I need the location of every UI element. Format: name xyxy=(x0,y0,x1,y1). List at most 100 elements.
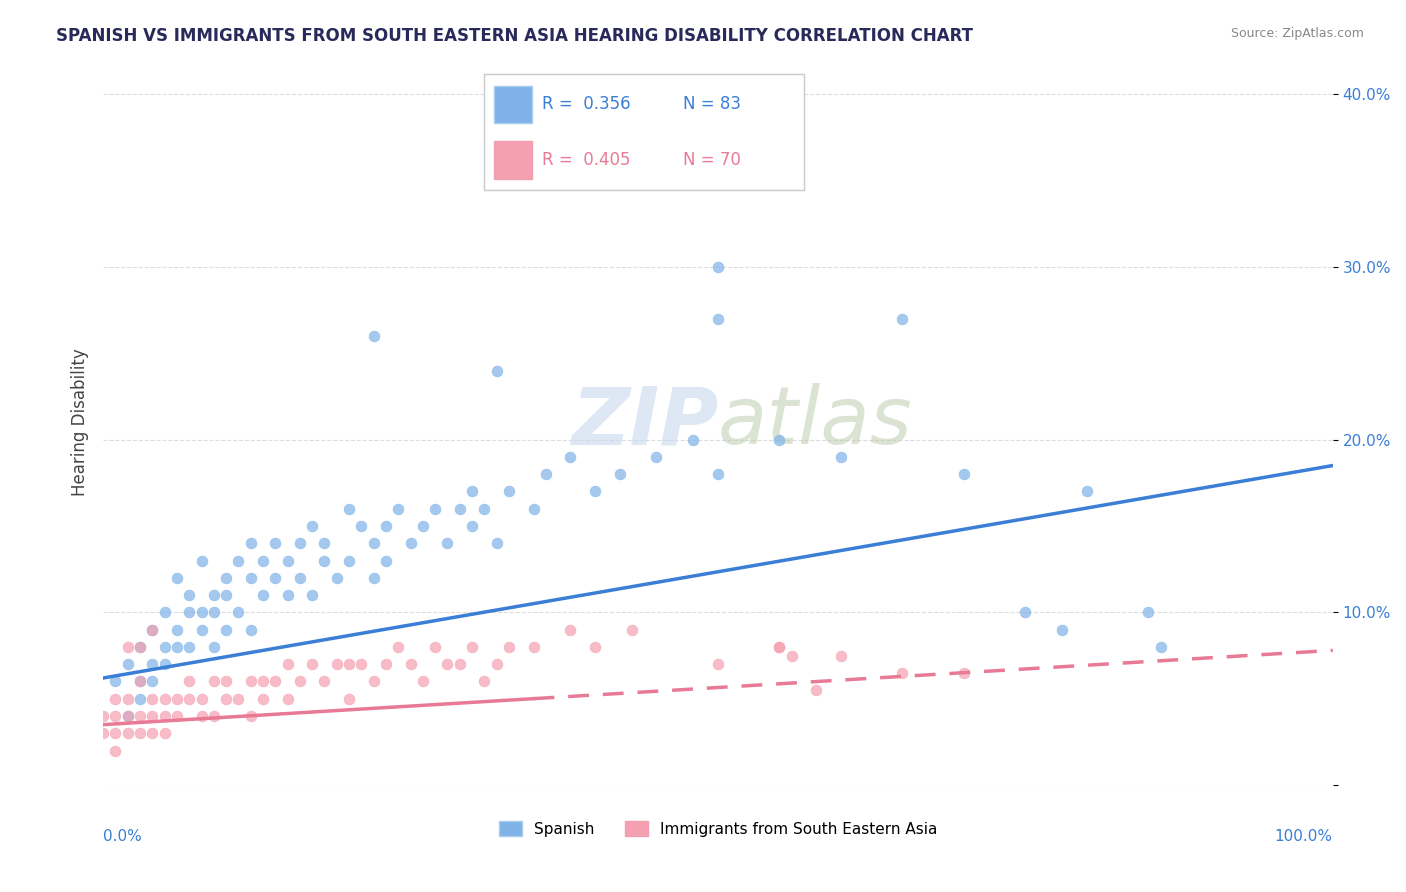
Point xyxy=(129,726,152,740)
Point xyxy=(277,691,299,706)
Point xyxy=(104,674,127,689)
Point xyxy=(1014,606,1036,620)
Legend: Spanish, Immigrants from South Eastern Asia: Spanish, Immigrants from South Eastern A… xyxy=(492,814,943,843)
Point xyxy=(375,657,398,672)
Point xyxy=(117,726,139,740)
Point xyxy=(153,709,176,723)
Point xyxy=(707,467,730,482)
Point xyxy=(277,588,299,602)
Point xyxy=(522,640,544,654)
Point xyxy=(117,709,139,723)
Point xyxy=(620,139,643,153)
Point xyxy=(485,363,508,377)
Point xyxy=(252,553,274,567)
Point xyxy=(363,536,385,550)
Point xyxy=(252,691,274,706)
Point xyxy=(129,674,152,689)
Point xyxy=(264,536,287,550)
Point xyxy=(301,519,323,533)
Point xyxy=(141,623,163,637)
Point xyxy=(583,484,606,499)
Point xyxy=(202,588,225,602)
Point xyxy=(412,519,434,533)
Text: 0.0%: 0.0% xyxy=(103,829,142,844)
Point xyxy=(891,665,914,680)
Point xyxy=(387,501,409,516)
Point xyxy=(707,657,730,672)
Point xyxy=(215,623,238,637)
Point xyxy=(1149,640,1171,654)
Point xyxy=(547,173,569,187)
Point xyxy=(534,467,557,482)
Text: Source: ZipAtlas.com: Source: ZipAtlas.com xyxy=(1230,27,1364,40)
Point xyxy=(498,640,520,654)
Point xyxy=(190,691,212,706)
Point xyxy=(153,691,176,706)
Point xyxy=(190,553,212,567)
Point xyxy=(166,691,188,706)
Point xyxy=(277,553,299,567)
Point xyxy=(277,657,299,672)
Point xyxy=(239,536,262,550)
Point xyxy=(412,674,434,689)
Point xyxy=(830,450,852,464)
Point xyxy=(215,571,238,585)
Point xyxy=(560,450,582,464)
Point xyxy=(288,674,311,689)
Point xyxy=(953,665,976,680)
Point xyxy=(117,640,139,654)
Point xyxy=(363,674,385,689)
Point xyxy=(239,674,262,689)
Point xyxy=(423,501,446,516)
Text: atlas: atlas xyxy=(718,384,912,461)
Point xyxy=(179,606,201,620)
Point xyxy=(91,726,114,740)
Point xyxy=(768,640,790,654)
Point xyxy=(1076,484,1098,499)
Y-axis label: Hearing Disability: Hearing Disability xyxy=(72,349,89,496)
Point xyxy=(141,691,163,706)
Point xyxy=(768,640,790,654)
Point xyxy=(129,691,152,706)
Point xyxy=(498,484,520,499)
Point xyxy=(326,571,349,585)
Point xyxy=(202,606,225,620)
Point xyxy=(1052,623,1074,637)
Point xyxy=(288,536,311,550)
Text: ZIP: ZIP xyxy=(571,384,718,461)
Point xyxy=(202,674,225,689)
Point xyxy=(472,501,495,516)
Point xyxy=(239,571,262,585)
Point xyxy=(449,657,471,672)
Point xyxy=(202,709,225,723)
Point xyxy=(461,519,484,533)
Point xyxy=(141,623,163,637)
Point xyxy=(190,623,212,637)
Point xyxy=(228,691,250,706)
Point xyxy=(363,571,385,585)
Point xyxy=(645,450,668,464)
Point xyxy=(141,726,163,740)
Point xyxy=(215,588,238,602)
Point xyxy=(609,467,631,482)
Point xyxy=(891,311,914,326)
Point xyxy=(166,623,188,637)
Point xyxy=(375,553,398,567)
Point xyxy=(179,691,201,706)
Point xyxy=(129,640,152,654)
Point xyxy=(239,709,262,723)
Point xyxy=(179,674,201,689)
Point xyxy=(202,640,225,654)
Point xyxy=(350,519,373,533)
Point xyxy=(104,709,127,723)
Point xyxy=(485,657,508,672)
Point xyxy=(485,536,508,550)
Point xyxy=(472,674,495,689)
Point xyxy=(375,519,398,533)
Point xyxy=(141,657,163,672)
Point xyxy=(179,640,201,654)
Point xyxy=(314,536,336,550)
Point xyxy=(104,743,127,757)
Point xyxy=(264,571,287,585)
Point xyxy=(314,553,336,567)
